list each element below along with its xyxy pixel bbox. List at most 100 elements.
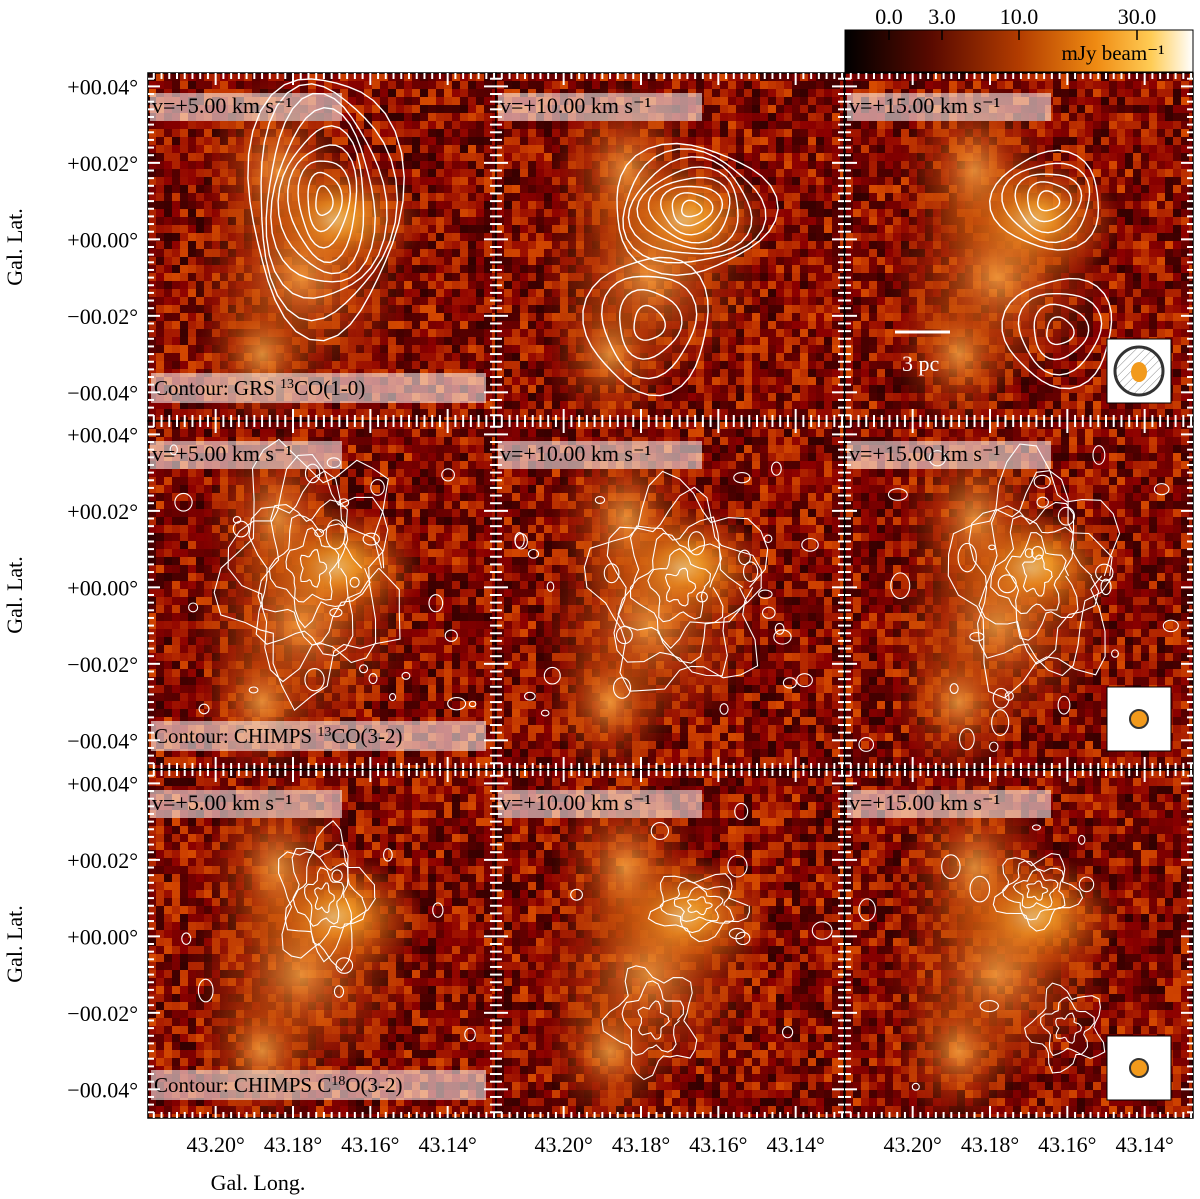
contour-level xyxy=(659,880,735,934)
contour-level xyxy=(719,703,729,715)
contour-level xyxy=(331,869,343,883)
map-panel-r3-c3: v=+15.00 km s⁻¹ xyxy=(844,769,1194,1119)
contour-level xyxy=(277,125,365,275)
contour-level xyxy=(647,176,731,244)
emission-peak xyxy=(551,426,700,611)
contour-level xyxy=(696,591,708,603)
contour-level xyxy=(284,844,367,963)
contour-level xyxy=(650,822,670,840)
contour-level xyxy=(1031,546,1044,560)
velocity-label: v=+15.00 km s⁻¹ xyxy=(847,93,1051,121)
contour-level xyxy=(1033,474,1051,489)
contour-level xyxy=(773,629,792,645)
contour-level xyxy=(570,888,583,901)
velocity-label-text: v=+10.00 km s⁻¹ xyxy=(500,441,651,466)
scale-bar-label: 3 pc xyxy=(902,351,940,376)
emission-peak xyxy=(894,280,1025,421)
contour-level xyxy=(782,677,797,689)
contour-level xyxy=(738,549,751,566)
x-tick-label: 43.14° xyxy=(1116,1132,1174,1157)
contour-level xyxy=(601,965,698,1081)
emission-peak xyxy=(203,78,352,263)
contour-level xyxy=(742,561,759,582)
tick-marks xyxy=(148,421,496,769)
colorbar-tick-label: 30.0 xyxy=(1118,4,1157,29)
y-tick-label: +00.02° xyxy=(67,848,138,873)
contour-level xyxy=(733,472,751,484)
contour-level xyxy=(606,486,763,677)
contour-level xyxy=(299,549,328,588)
contours xyxy=(988,149,1113,390)
contours xyxy=(858,443,1179,753)
y-tick-label: −00.04° xyxy=(67,380,138,405)
contour-level xyxy=(314,528,325,538)
contour-level xyxy=(594,496,606,504)
contour-level xyxy=(988,544,996,551)
contour-level xyxy=(637,1000,671,1040)
contour-level xyxy=(947,443,1121,699)
contour-level xyxy=(990,515,1079,641)
contour-level xyxy=(335,957,354,974)
contour-level xyxy=(1100,578,1112,596)
y-tick-label: −00.04° xyxy=(67,728,138,753)
contour-level xyxy=(388,692,397,702)
contour-level xyxy=(811,921,833,940)
contour-level xyxy=(543,666,561,685)
contour-level xyxy=(1095,563,1114,582)
contour-level xyxy=(325,519,346,550)
tick-marks xyxy=(496,421,844,769)
contour-level xyxy=(959,727,975,751)
map-panel-r1-c1: v=+5.00 km s⁻¹ Contour: GRS 13CO(1-0) xyxy=(147,72,497,422)
contour-level xyxy=(232,520,250,538)
contour-level xyxy=(1036,190,1061,212)
beam-small xyxy=(1129,709,1149,729)
x-tick-label: 43.16° xyxy=(1038,1132,1096,1157)
contours xyxy=(169,438,477,715)
contour-level xyxy=(1026,880,1049,901)
contour-level xyxy=(941,854,961,880)
x-tick-label: 43.20° xyxy=(187,1132,245,1157)
contour-level xyxy=(758,589,773,599)
contours xyxy=(582,142,779,397)
x-tick-label: 43.18° xyxy=(264,1132,322,1157)
contour-level xyxy=(248,686,259,694)
x-tick-label: 43.20° xyxy=(884,1132,942,1157)
emission-peak xyxy=(545,628,676,769)
contour-level xyxy=(1001,277,1113,390)
contour-level xyxy=(671,192,714,227)
contour-level xyxy=(890,572,911,600)
emission-peak xyxy=(197,280,328,421)
velocity-label-text: v=+5.00 km s⁻¹ xyxy=(152,790,292,815)
emission-peak xyxy=(203,426,352,611)
contour-level xyxy=(1031,824,1041,831)
contour-level xyxy=(349,576,360,588)
velocity-label-bg xyxy=(498,93,702,121)
contour-level xyxy=(618,288,683,360)
contour-level xyxy=(1002,860,1066,921)
y-tick-label: +00.02° xyxy=(67,151,138,176)
contour-label-bg xyxy=(151,721,486,751)
x-tick-label: 43.18° xyxy=(961,1132,1019,1157)
contour-level xyxy=(957,542,977,573)
contour-label-bg xyxy=(151,1070,486,1100)
beam-indicator xyxy=(1106,338,1172,404)
y-tick-label: +00.00° xyxy=(67,924,138,949)
contour-level xyxy=(197,978,214,1003)
contour-level xyxy=(1026,181,1072,223)
contour-level xyxy=(247,78,405,342)
contour-level xyxy=(1024,548,1034,558)
contour-level xyxy=(1021,554,1054,597)
velocity-label-text: v=+15.00 km s⁻¹ xyxy=(849,790,1000,815)
contour-level xyxy=(260,83,399,322)
contours xyxy=(514,461,819,717)
beam-indicator xyxy=(1106,686,1172,752)
emission-peak xyxy=(545,977,676,1118)
contours xyxy=(858,824,1106,1091)
contour-level xyxy=(428,594,444,613)
velocity-label-bg xyxy=(150,790,342,818)
contour-level xyxy=(1001,162,1091,244)
contour-level xyxy=(232,516,242,524)
contour-level xyxy=(633,304,666,341)
map-panel-r2-c3: v=+15.00 km s⁻¹ xyxy=(844,420,1194,770)
y-tick-label: −00.02° xyxy=(67,652,138,677)
